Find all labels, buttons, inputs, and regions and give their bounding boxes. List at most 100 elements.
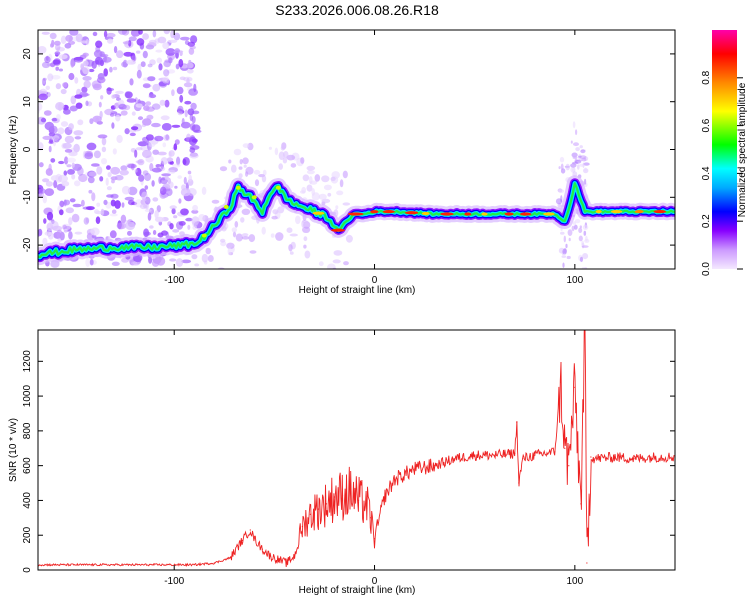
spectrogram-y-ticks: 20 10 0 -10 -20 <box>22 48 675 252</box>
heatmap-cell <box>191 209 199 214</box>
heatmap-cell <box>163 60 171 68</box>
heatmap-cell <box>100 208 105 216</box>
heatmap-cell <box>186 62 194 69</box>
heatmap-cell <box>85 217 90 224</box>
heatmap-cell <box>106 186 112 191</box>
heatmap-cell <box>120 165 128 171</box>
heatmap-cell <box>46 91 51 98</box>
heatmap-cell <box>58 160 65 165</box>
heatmap-cell <box>43 218 47 224</box>
heatmap-cell <box>53 58 61 66</box>
heatmap-cell <box>149 163 154 172</box>
heatmap-cell <box>131 111 136 116</box>
heatmap-cell <box>302 174 310 182</box>
heatmap-cell <box>101 146 107 153</box>
snr-data-point <box>564 447 566 449</box>
heatmap-cell <box>570 140 573 144</box>
snr-data-point <box>554 451 556 453</box>
ridge-peak <box>223 204 229 209</box>
heatmap-cell <box>116 50 124 59</box>
heatmap-cell <box>185 217 193 222</box>
heatmap-cell <box>63 170 68 176</box>
ridge-peak <box>382 210 395 214</box>
heatmap-cell <box>124 196 135 201</box>
heatmap-cell <box>572 156 578 159</box>
heatmap-cell <box>38 193 45 198</box>
ridge-peak <box>312 211 325 215</box>
heatmap-cell <box>55 43 61 51</box>
heatmap-cell <box>286 154 296 161</box>
heatmap-cell <box>220 238 226 243</box>
heatmap-cell <box>41 77 46 84</box>
heatmap-cell <box>44 231 52 236</box>
colorbar-tick-label: 0.0 <box>701 262 712 276</box>
heatmap-cell <box>142 118 152 126</box>
heatmap-cell <box>109 230 117 239</box>
heatmap-cell <box>335 276 343 281</box>
heatmap-cell <box>573 224 578 230</box>
heatmap-cell <box>93 150 101 159</box>
heatmap-cell <box>241 208 251 215</box>
heatmap-cell <box>321 175 330 183</box>
snr-ylabel: SNR (10 * v/v) <box>8 418 19 482</box>
colorbar-tick-label: 0.6 <box>701 118 712 132</box>
heatmap-cell <box>117 222 124 230</box>
ridge-peak <box>464 212 472 216</box>
heatmap-cell <box>303 244 307 249</box>
heatmap-cell <box>96 202 101 207</box>
heatmap-cell <box>49 32 57 40</box>
heatmap-cell <box>157 232 164 238</box>
heatmap-cell <box>51 75 61 80</box>
heatmap-cell <box>73 143 80 153</box>
heatmap-cell <box>343 261 349 266</box>
heatmap-cell <box>189 145 200 150</box>
heatmap-cell <box>572 221 577 225</box>
snr-data-point <box>341 494 344 496</box>
heatmap-cell <box>102 56 112 63</box>
heatmap-cell <box>58 54 68 60</box>
heatmap-cell <box>194 263 200 267</box>
heatmap-cell <box>126 98 137 103</box>
heatmap-cell <box>191 138 198 143</box>
heatmap-cell <box>38 102 43 111</box>
heatmap-cell <box>333 250 343 256</box>
snr-data-point <box>560 381 562 383</box>
x-tick-label: 100 <box>566 275 583 286</box>
heatmap-cell <box>188 174 192 182</box>
heatmap-cell <box>245 166 254 175</box>
snr-data-point <box>261 548 263 550</box>
heatmap-cell <box>157 151 167 156</box>
heatmap-cell <box>45 85 50 91</box>
heatmap-cell <box>106 87 112 95</box>
heatmap-cell <box>73 57 84 63</box>
heatmap-cell <box>300 157 305 164</box>
snr-y-ticks: 0 200 400 600 800 1000 1200 <box>22 350 675 573</box>
heatmap-cell <box>190 102 197 110</box>
heatmap-cell <box>59 209 64 216</box>
heatmap-cell <box>160 115 170 121</box>
heatmap-cell <box>87 176 95 184</box>
ridge-peak <box>610 210 623 214</box>
heatmap-cell <box>253 169 261 175</box>
heatmap-cell <box>95 216 101 224</box>
heatmap-cell <box>68 217 73 226</box>
heatmap-cell <box>560 271 567 276</box>
snr-data-point <box>580 503 582 505</box>
ridge-peak <box>504 212 514 216</box>
heatmap-cell <box>187 224 191 230</box>
heatmap-cell <box>165 134 170 141</box>
heatmap-cell <box>134 168 138 173</box>
heatmap-cell <box>155 49 163 53</box>
heatmap-cell <box>192 225 197 230</box>
x-tick-label: -100 <box>164 576 184 587</box>
heatmap-cell <box>571 152 578 158</box>
heatmap-cell <box>54 51 61 56</box>
snr-data-point <box>193 564 195 566</box>
heatmap-cell <box>127 186 138 196</box>
heatmap-cell <box>86 142 97 151</box>
heatmap-cell <box>161 123 172 131</box>
heatmap-cell <box>134 97 138 104</box>
colorbar-tick-label: 0.2 <box>701 214 712 228</box>
heatmap-cell <box>282 157 288 164</box>
y-tick-label: 20 <box>22 48 33 60</box>
